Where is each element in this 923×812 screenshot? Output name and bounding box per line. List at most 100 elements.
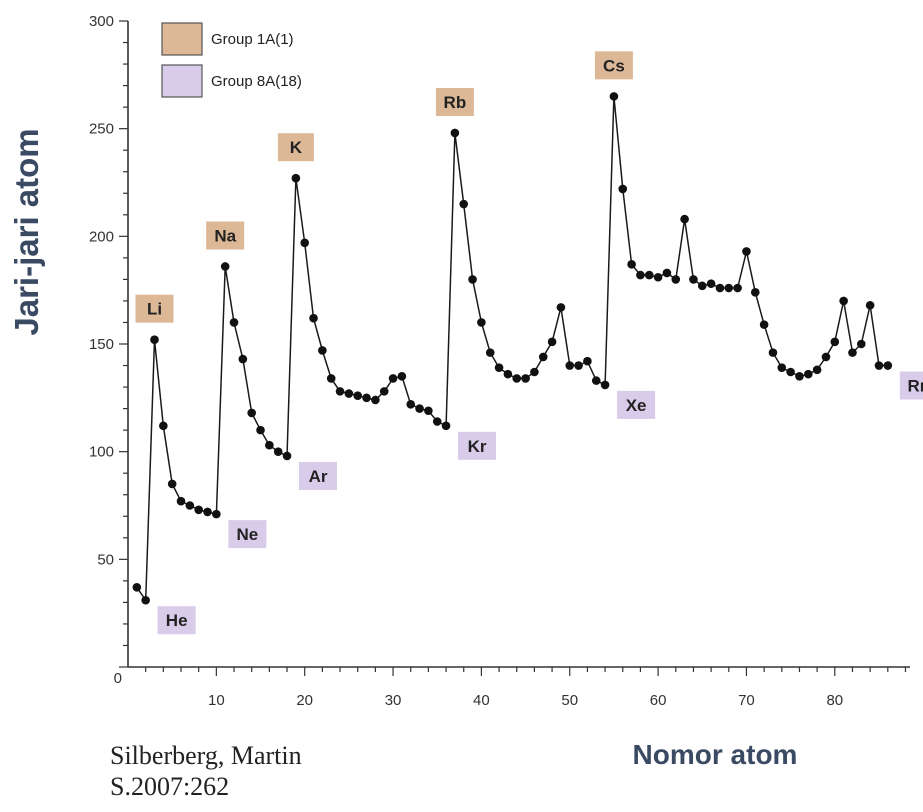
- label-box: [228, 520, 267, 549]
- data-point: [865, 300, 875, 310]
- data-point: [459, 199, 469, 209]
- data-point: [159, 421, 168, 431]
- data-point: [494, 363, 504, 372]
- data-point: [750, 288, 760, 297]
- x-tick-label: 10: [208, 692, 225, 709]
- legend-swatch: [161, 22, 203, 56]
- label-text: Ne: [236, 525, 258, 544]
- element-labels: He Ne Ar Kr Xe Rn Li Na K Rb Cs: [135, 51, 923, 635]
- data-point: [565, 361, 575, 370]
- data-point: [724, 283, 734, 293]
- data-point: [812, 365, 822, 375]
- data-point: [247, 408, 256, 418]
- data-point: [212, 509, 221, 519]
- element-label-na: Na: [206, 221, 245, 250]
- label-text: Rb: [444, 93, 467, 112]
- element-label-cs: Cs: [594, 51, 633, 80]
- data-point: [715, 283, 725, 293]
- data-point: [220, 262, 230, 271]
- element-label-kr: Kr: [458, 431, 497, 460]
- legend: Group 1A(1) Group 8A(18): [161, 22, 302, 98]
- x-tick-label: 40: [473, 692, 490, 709]
- data-point: [318, 346, 327, 355]
- label-box: [899, 371, 923, 400]
- y-tick-label: 50: [97, 551, 114, 568]
- data-point: [759, 320, 769, 329]
- data-point: [574, 361, 583, 370]
- label-text: Na: [214, 226, 236, 245]
- data-point: [786, 367, 795, 377]
- label-text: Rn: [907, 377, 923, 396]
- data-point: [132, 583, 142, 592]
- data-point: [768, 348, 778, 357]
- y-tick-label: 200: [89, 228, 114, 245]
- axes: 0 50 100 150 200 250 300 10 20 30 40 50 60 70 80: [89, 13, 910, 709]
- data-point: [485, 348, 495, 357]
- data-point: [821, 352, 831, 362]
- element-label-xe: Xe: [617, 390, 656, 419]
- label-text: Cs: [603, 56, 625, 75]
- data-point: [185, 501, 195, 510]
- y-tick-label: 250: [89, 121, 114, 138]
- data-point: [521, 374, 530, 383]
- data-point: [653, 272, 663, 282]
- data-point: [600, 380, 610, 390]
- y-tick-label: 300: [89, 13, 114, 30]
- citation-line-2: S.2007:262: [110, 772, 230, 801]
- label-box: [435, 87, 474, 116]
- element-label-k: K: [277, 133, 314, 162]
- y-tick-label: 0: [114, 670, 122, 687]
- data-point: [309, 313, 318, 323]
- label-text: Xe: [626, 396, 647, 415]
- element-label-he: He: [157, 606, 196, 635]
- data-point: [362, 393, 371, 403]
- data-point: [644, 270, 654, 280]
- data-point: [618, 184, 628, 194]
- label-text: Kr: [468, 437, 487, 456]
- data-point: [627, 260, 636, 269]
- data-point: [742, 247, 751, 256]
- data-point: [671, 275, 681, 284]
- data-point: [848, 348, 857, 357]
- data-point: [432, 417, 442, 426]
- legend-label: Group 8A(18): [211, 73, 302, 90]
- citation: Silberberg, Martin S.2007:262: [110, 740, 302, 802]
- label-box: [617, 390, 656, 419]
- data-point: [874, 361, 884, 370]
- x-tick-label: 50: [561, 692, 578, 709]
- label-box: [594, 51, 633, 80]
- data-point: [353, 391, 363, 400]
- legend-swatch: [161, 64, 203, 98]
- data-point: [530, 367, 539, 377]
- x-tick-label: 70: [738, 692, 755, 709]
- data-point: [697, 281, 707, 291]
- y-axis-label: Jari-jari atom: [8, 128, 45, 335]
- label-box: [206, 221, 245, 250]
- data-point: [689, 275, 698, 284]
- data-point: [733, 283, 742, 293]
- data-point: [256, 425, 265, 435]
- label-box: [458, 431, 497, 460]
- data-point: [591, 376, 601, 385]
- label-text: K: [290, 138, 303, 157]
- data-point: [291, 173, 301, 183]
- x-axis-label: Nomor atom: [633, 739, 798, 770]
- element-label-ar: Ar: [299, 461, 338, 490]
- element-label-li: Li: [135, 294, 174, 323]
- data-point: [538, 352, 548, 362]
- element-label-rn: Rn: [899, 371, 923, 400]
- data-point: [176, 496, 186, 506]
- label-text: Li: [147, 300, 162, 319]
- element-label-ne: Ne: [228, 520, 267, 549]
- label-box: [135, 294, 174, 323]
- data-point: [415, 404, 424, 413]
- data-point: [150, 335, 159, 344]
- data-point: [803, 369, 813, 379]
- citation-line-1: Silberberg, Martin: [110, 741, 302, 770]
- data-point: [706, 279, 716, 289]
- data-point: [282, 451, 292, 461]
- data-point: [167, 479, 177, 489]
- data-point: [424, 406, 433, 416]
- data-point: [857, 339, 866, 349]
